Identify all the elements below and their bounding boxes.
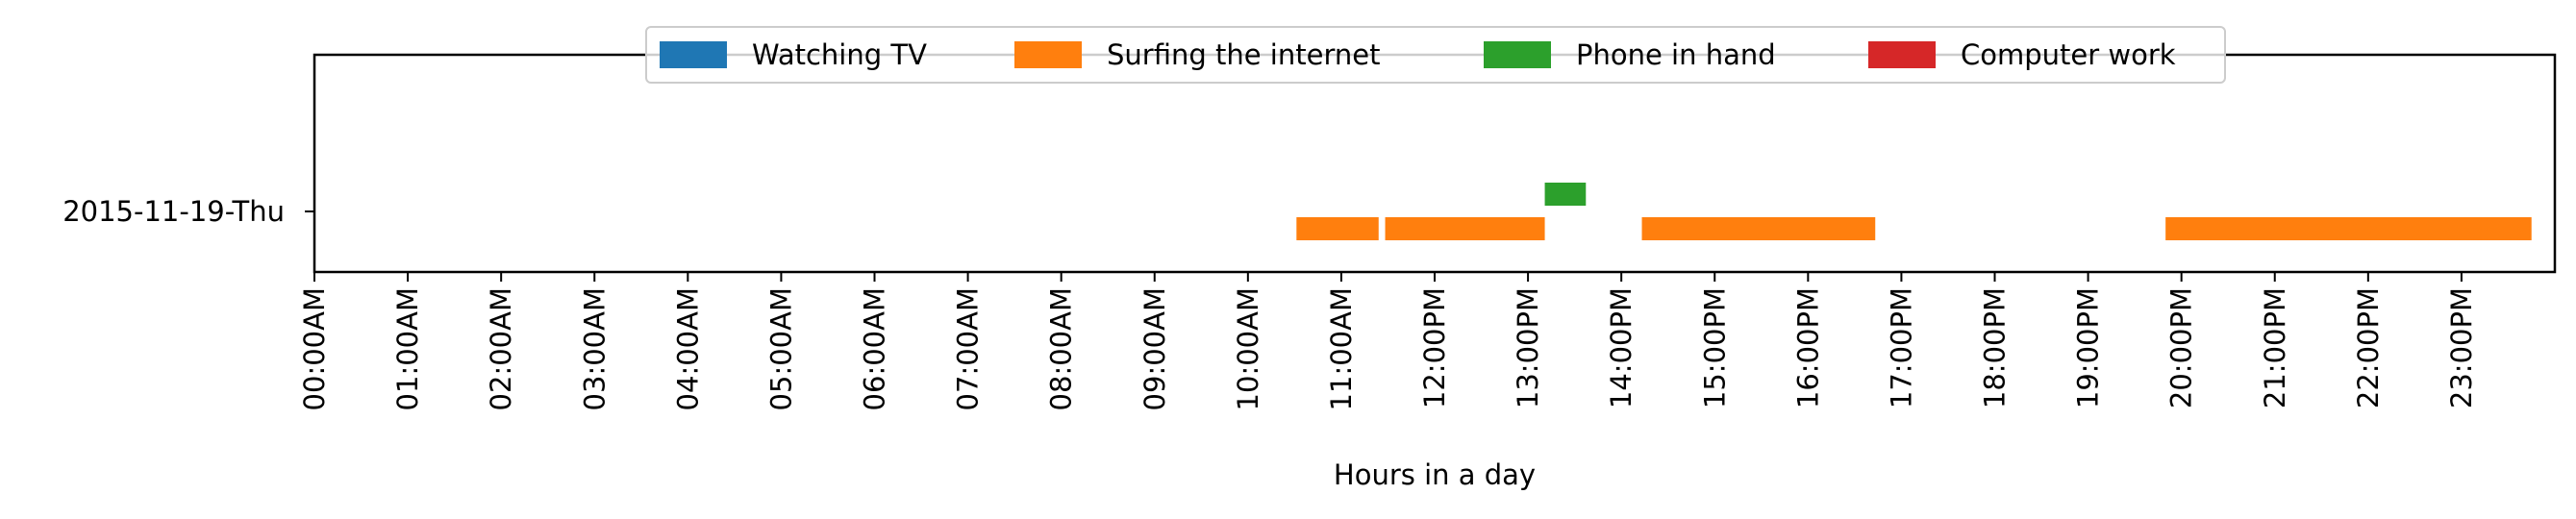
x-tick-label: 09:00AM	[1138, 287, 1171, 410]
x-tick-label: 10:00AM	[1232, 287, 1264, 410]
legend-swatch-surfing-the-internet	[1014, 41, 1082, 68]
legend-swatch-watching-tv	[660, 41, 727, 68]
bar-surfing-the-internet-1	[1385, 217, 1545, 240]
x-tick-label: 06:00AM	[859, 287, 891, 410]
x-tick-label: 14:00PM	[1605, 287, 1638, 408]
x-tick-label: 08:00AM	[1045, 287, 1078, 410]
bar-phone-in-hand-0	[1544, 183, 1587, 206]
x-tick-label: 02:00AM	[485, 287, 517, 410]
bar-surfing-the-internet-3	[2165, 217, 2532, 240]
legend-label: Computer work	[1961, 38, 2176, 71]
x-axis-label: Hours in a day	[1334, 458, 1536, 491]
x-tick-label: 05:00AM	[764, 287, 797, 410]
x-tick-label: 17:00PM	[1885, 287, 1917, 408]
x-axis: 00:00AM 01:00AM 02:00AM 03:00AM 04:00AM 05:00…	[298, 272, 2478, 410]
x-tick-label: 18:00PM	[1979, 287, 2012, 408]
x-tick-label: 11:00AM	[1325, 287, 1358, 410]
x-tick-label: 07:00AM	[952, 287, 985, 410]
x-tick-label: 23:00PM	[2445, 287, 2478, 408]
x-tick-label: 16:00PM	[1791, 287, 1824, 408]
legend-label: Watching TV	[752, 38, 927, 71]
x-tick-label: 21:00PM	[2259, 287, 2291, 408]
x-tick-label: 03:00AM	[578, 287, 611, 410]
x-tick-label: 01:00AM	[391, 287, 424, 410]
x-tick-label: 20:00PM	[2165, 287, 2198, 408]
x-tick-label: 13:00PM	[1512, 287, 1544, 408]
legend-label: Phone in hand	[1576, 38, 1776, 71]
legend-box	[645, 26, 2226, 84]
y-axis: 2015-11-19-Thu	[63, 195, 314, 228]
activity-bars	[1296, 183, 2532, 240]
legend-label: Surfing the internet	[1107, 38, 1380, 71]
x-tick-label: 15:00PM	[1698, 287, 1731, 408]
legend-swatch-computer-work	[1868, 41, 1936, 68]
legend: Watching TV Surfing the internet Phone in …	[645, 26, 2226, 84]
bar-surfing-the-internet-2	[1641, 217, 1876, 240]
legend-swatch-phone-in-hand	[1484, 41, 1551, 68]
x-tick-label: 04:00AM	[671, 287, 704, 410]
x-tick-label: 22:00PM	[2352, 287, 2385, 408]
x-tick-label: 12:00PM	[1418, 287, 1451, 408]
x-tick-label: 00:00AM	[298, 287, 331, 410]
y-tick-label: 2015-11-19-Thu	[63, 195, 285, 228]
bar-surfing-the-internet-0	[1296, 217, 1379, 240]
x-tick-label: 19:00PM	[2072, 287, 2105, 408]
